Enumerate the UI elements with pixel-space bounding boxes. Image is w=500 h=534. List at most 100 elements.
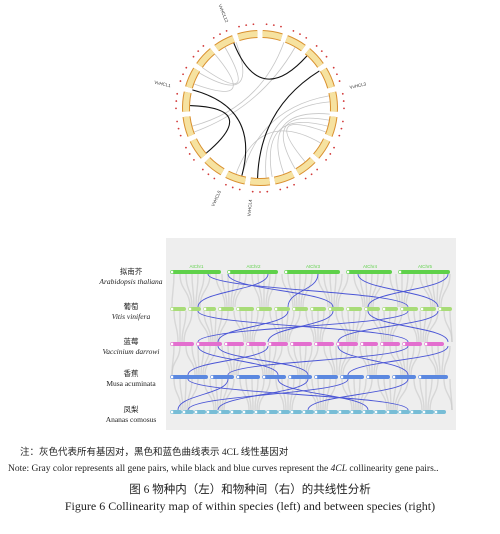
chromosome-end (256, 307, 260, 311)
gray-band (281, 310, 284, 343)
gray-band (188, 378, 199, 411)
chromosome-end (224, 342, 228, 346)
chromosome-bar (400, 270, 450, 274)
gray-band (179, 378, 184, 411)
gray-band (221, 378, 229, 411)
tick-mark (299, 33, 301, 36)
gray-band (311, 310, 317, 343)
tick-mark (175, 107, 177, 110)
chromosome-end (218, 410, 222, 414)
figure-caption-chinese: 图 6 物种内（左）和物种间（右）的共线性分析 (129, 484, 371, 496)
gray-band (377, 310, 385, 343)
chromosome-bar (316, 342, 334, 346)
chromosome-bar (440, 307, 452, 311)
tick-mark (219, 33, 221, 36)
tick-mark (213, 177, 216, 180)
gray-band (197, 273, 205, 308)
gray-band (286, 310, 295, 343)
tick-mark (231, 186, 234, 189)
gray-band (270, 345, 277, 376)
gray-band (200, 345, 205, 376)
chromosome-end (278, 410, 282, 414)
gray-band (335, 345, 338, 376)
note-chinese: 注：灰色代表所有基因对，黑色和蓝色曲线表示 4CL 线性基因对 (20, 448, 289, 458)
note-english: Note: Gray color represents all gene pai… (8, 464, 439, 474)
chromosome-end (346, 270, 350, 274)
chromosome-bar (422, 307, 436, 311)
blue-link (367, 273, 449, 308)
blue-4cl-links (177, 273, 449, 411)
gray-band (185, 345, 196, 376)
chromosome-end (170, 270, 174, 274)
chromosome-end (310, 307, 314, 311)
between-species-synteny-map: AtChr1 AtChr2 AtChr3 AtChr4 AtChr5 (108, 236, 460, 432)
gene-label: VvHCL12 (217, 3, 229, 23)
gray-band (329, 273, 333, 308)
chromosome-segment-fill (186, 68, 200, 89)
chromosome-end (328, 307, 332, 311)
chromosome-segment-fill (285, 36, 306, 51)
tick-mark (201, 168, 204, 171)
gray-band (359, 345, 369, 376)
gray-band (317, 378, 322, 411)
black-4cl-links (190, 42, 320, 178)
chromosome-end (326, 410, 330, 414)
chromosome-bar (268, 410, 278, 414)
chromosome-end (336, 342, 340, 346)
gray-band (303, 345, 307, 376)
tick-mark (182, 73, 184, 76)
chromosome-end (227, 270, 231, 274)
chromosome-bar (384, 307, 398, 311)
tick-mark (207, 173, 210, 176)
chromosome-end (386, 410, 390, 414)
tick-mark (272, 24, 275, 27)
gene-label: VvHCL4 (247, 199, 253, 217)
species-label: 凤梨 Ananas comosus (96, 405, 166, 425)
gray-band (214, 310, 217, 343)
gray-band (287, 273, 296, 308)
tick-mark (225, 30, 228, 32)
chromosome-end (422, 410, 426, 414)
blue-link (187, 378, 349, 411)
gray-band (389, 310, 397, 343)
chromosome-bar (352, 410, 362, 414)
chromosome-bar (172, 307, 186, 311)
gray-band (209, 310, 214, 343)
gray-band (239, 378, 250, 411)
chromosome-end (418, 375, 422, 379)
chromosome-end (420, 307, 424, 311)
chromosome-end (364, 307, 368, 311)
tick-mark (340, 127, 343, 130)
chromosome-bar (220, 307, 234, 311)
gray-band (265, 273, 271, 308)
tick-mark (192, 55, 195, 58)
gray-band (215, 378, 219, 411)
chromosome-end (182, 410, 186, 414)
blue-link (227, 273, 334, 308)
chromosome-end (288, 375, 292, 379)
gray-band (319, 310, 325, 343)
species-name-latin: Ananas comosus (105, 415, 157, 424)
tick-mark (342, 120, 344, 123)
tick-mark (279, 188, 282, 191)
tick-mark (304, 177, 307, 180)
chromosome-end (170, 307, 174, 311)
gray-link (235, 130, 321, 174)
gray-band (359, 378, 367, 411)
chromosome-bar (286, 270, 340, 274)
chromosome-bar (172, 410, 182, 414)
chromosome-bar (258, 307, 272, 311)
gray-band (251, 273, 261, 308)
chromosome-segment-fill (190, 138, 207, 159)
chromosome-end (340, 375, 344, 379)
chromosome-end (398, 410, 402, 414)
chromosome-bar (264, 375, 286, 379)
gray-band (203, 378, 215, 411)
chromosome-end (268, 342, 272, 346)
chromosome-label: AtChr2 (246, 264, 261, 269)
tick-mark (245, 24, 248, 27)
gray-band (419, 310, 422, 343)
tick-mark (252, 23, 255, 26)
blue-link (337, 345, 409, 376)
chromosome-bar (420, 375, 448, 379)
